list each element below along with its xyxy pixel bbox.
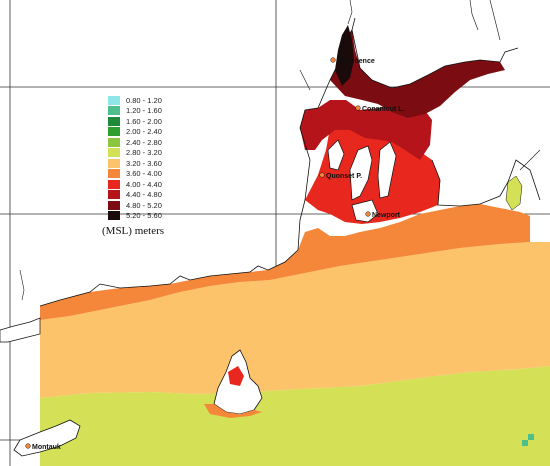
legend-item: 3.60 - 4.00 [108, 169, 238, 180]
legend-label: 2.00 - 2.40 [126, 127, 162, 137]
legend-rows: 0.80 - 1.20 1.20 - 1.60 1.60 - 2.00 2.00 - … [108, 95, 238, 221]
legend-swatch [108, 148, 120, 158]
legend-swatch [108, 169, 120, 179]
legend-label: 3.60 - 4.00 [126, 169, 162, 179]
legend-label: 4.80 - 5.20 [126, 200, 162, 210]
coastline [39, 17, 541, 307]
quonset-marker [319, 172, 325, 178]
surge-zone-5-20-5-60 [335, 25, 354, 86]
legend-label: 1.20 - 1.60 [126, 106, 162, 116]
legend-label: 5.20 - 5.60 [126, 211, 162, 221]
legend-unit: (MSL) meters [102, 225, 165, 237]
offshore-cells [522, 434, 534, 446]
legend-item: 1.60 - 2.00 [108, 116, 238, 127]
legend-label: 4.00 - 4.40 [126, 179, 162, 189]
legend-swatch [108, 179, 120, 189]
legend-item: 5.20 - 5.60 [108, 211, 238, 222]
legend-item: 4.80 - 5.20 [108, 200, 238, 211]
west-coast-land [0, 317, 41, 343]
legend-label: 2.80 - 3.20 [126, 148, 162, 158]
label-newport: Newport [372, 212, 401, 219]
legend-item: 0.80 - 1.20 [108, 95, 238, 106]
conanicut-marker [355, 105, 361, 111]
legend-label: 1.60 - 2.00 [126, 116, 162, 126]
legend-item: 2.00 - 2.40 [108, 127, 238, 138]
rivers [19, 0, 541, 301]
legend-item: 4.00 - 4.40 [108, 179, 238, 190]
legend-item: 2.80 - 3.20 [108, 148, 238, 159]
montauk-land [13, 419, 81, 457]
label-quonset: Quonset P. [326, 173, 362, 180]
block-island [204, 349, 263, 418]
place-markers [25, 57, 371, 449]
legend-swatch [108, 190, 120, 200]
legend-item: 2.40 - 2.80 [108, 137, 238, 148]
legend-swatch [108, 158, 120, 168]
legend-label: 2.40 - 2.80 [126, 137, 162, 147]
legend-swatch [108, 200, 120, 210]
legend-swatch [108, 106, 120, 116]
map-legend: 0.80 - 1.20 1.20 - 1.60 1.60 - 2.00 2.00 - … [102, 95, 238, 237]
sakonnet-green [505, 175, 523, 211]
legend-swatch [108, 127, 120, 137]
label-providence: Providence [337, 58, 375, 65]
legend-item: 1.20 - 1.60 [108, 106, 238, 117]
label-montauk: Montauk [32, 444, 61, 451]
legend-label: 0.80 - 1.20 [126, 95, 162, 105]
legend-item: 4.40 - 4.80 [108, 190, 238, 201]
legend-swatch [108, 211, 120, 221]
surge-zone-2-80-3-20 [40, 366, 550, 466]
bay-islands [327, 139, 397, 223]
montauk-marker [25, 443, 31, 449]
legend-label: 3.20 - 3.60 [126, 158, 162, 168]
providence-marker [330, 57, 336, 63]
legend-swatch [108, 137, 120, 147]
surge-zone-4-80-5-20 [330, 30, 505, 118]
legend-label: 4.40 - 4.80 [126, 190, 162, 200]
legend-swatch [108, 116, 120, 126]
legend-item: 3.20 - 3.60 [108, 158, 238, 169]
newport-marker [365, 211, 371, 217]
legend-swatch [108, 95, 120, 105]
surge-zone-3-20-3-60 [40, 242, 550, 398]
label-conanicut: Conanicut L. [362, 106, 404, 113]
surge-zone-4-40-4-80 [300, 100, 432, 160]
